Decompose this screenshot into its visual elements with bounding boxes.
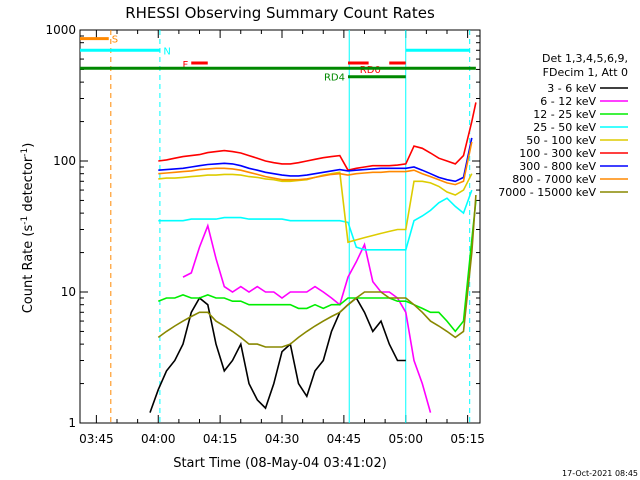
x-tick-label: 04:15 bbox=[203, 432, 238, 446]
footer-date: 17-Oct-2021 08:45 bbox=[562, 469, 638, 478]
legend-header: Det 1,3,4,5,6,9, bbox=[542, 52, 628, 65]
series-line-1 bbox=[182, 223, 432, 413]
legend-entry-label: 7000 - 15000 keV bbox=[498, 186, 596, 199]
legend-entry-label: 12 - 25 keV bbox=[533, 108, 596, 121]
legend: Det 1,3,4,5,6,9,FDecim 1, Att 0 3 - 6 keV… bbox=[498, 52, 628, 199]
x-axis: 03:45 04:00 04:15 04:30 04:45 05:00 05:15 bbox=[79, 30, 485, 446]
flag-label: RD4 bbox=[324, 73, 345, 84]
x-tick-label: 04:00 bbox=[141, 432, 176, 446]
flag-bars: S N F RD0 RD4 bbox=[80, 35, 476, 84]
x-tick-label: 04:45 bbox=[327, 432, 362, 446]
series-line-7 bbox=[158, 141, 473, 186]
legend-entry-label: 300 - 800 keV bbox=[519, 160, 596, 173]
legend-entry-label: 25 - 50 keV bbox=[533, 121, 596, 134]
series-lines bbox=[149, 102, 477, 413]
series-line-3 bbox=[158, 189, 473, 251]
flag-label: N bbox=[163, 46, 170, 57]
x-tick-label: 05:00 bbox=[388, 432, 423, 446]
y-tick-label: 1 bbox=[68, 416, 76, 430]
x-tick-label: 03:45 bbox=[79, 432, 114, 446]
series-line-8 bbox=[157, 194, 477, 348]
x-tick-label: 04:30 bbox=[265, 432, 300, 446]
series-line-0 bbox=[149, 296, 406, 413]
legend-entry-label: 3 - 6 keV bbox=[547, 82, 596, 95]
plot-border bbox=[79, 29, 481, 424]
legend-entry-label: 800 - 7000 keV bbox=[512, 173, 596, 186]
legend-entry-label: 6 - 12 keV bbox=[540, 95, 596, 108]
chart-title: RHESSI Observing Summary Count Rates bbox=[125, 4, 435, 22]
legend-header: FDecim 1, Att 0 bbox=[543, 66, 628, 79]
y-axis-label: Count Rate (s-1 detector-1) bbox=[20, 143, 36, 314]
legend-entry-label: 100 - 300 keV bbox=[519, 147, 596, 160]
flag-label: S bbox=[112, 35, 118, 46]
y-tick-label: 1000 bbox=[45, 23, 76, 37]
flag-label: RD0 bbox=[360, 65, 381, 76]
series-line-5 bbox=[158, 102, 477, 172]
y-tick-label: 100 bbox=[53, 154, 76, 168]
plot-frame bbox=[79, 29, 481, 424]
flag-label: F bbox=[182, 60, 188, 71]
x-tick-label: 05:15 bbox=[450, 432, 485, 446]
x-axis-label: Start Time (08-May-04 03:41:02) bbox=[173, 456, 387, 471]
legend-entry-label: 50 - 100 keV bbox=[526, 134, 596, 147]
series-line-2 bbox=[158, 200, 477, 333]
y-axis: 1 10 100 1000 bbox=[45, 23, 480, 430]
series-line-6 bbox=[158, 137, 473, 183]
y-tick-label: 10 bbox=[61, 285, 76, 299]
